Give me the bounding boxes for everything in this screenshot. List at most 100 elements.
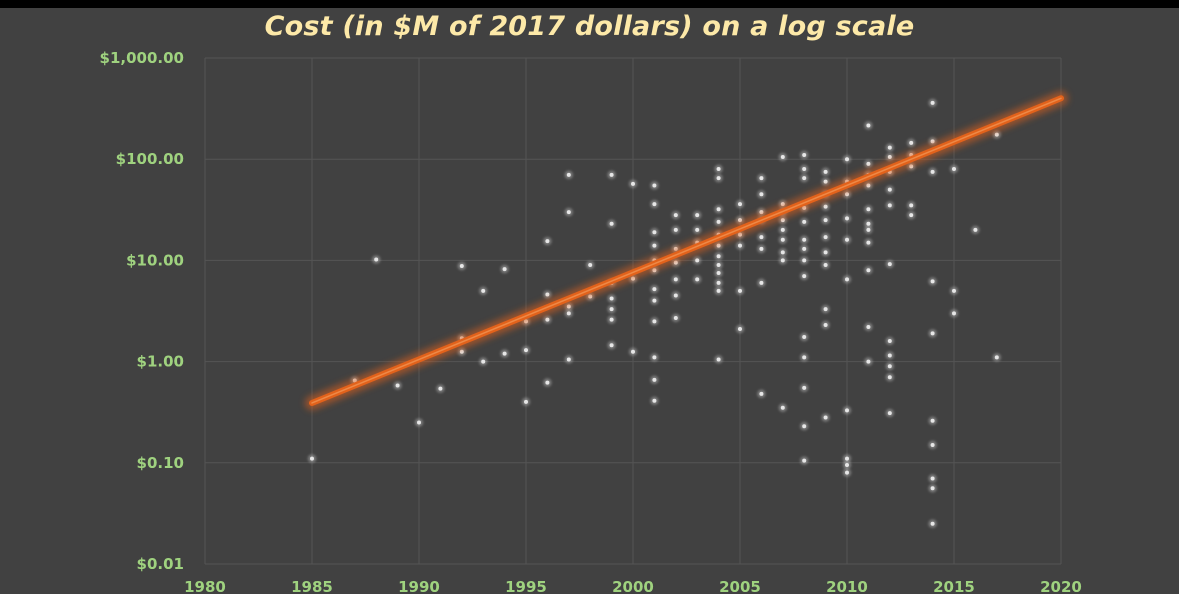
data-point [778,235,787,244]
data-point [607,341,616,350]
data-point [800,217,809,227]
data-point-dot [459,264,464,269]
data-point [885,362,894,371]
data-point [757,173,766,183]
data-point-dot [780,405,785,410]
data-point [800,173,809,183]
data-point-dot [823,307,828,312]
data-point [800,235,809,244]
data-point [414,418,424,427]
data-point [821,413,830,422]
data-point-dot [780,250,785,255]
data-point [714,268,723,278]
data-point-dot [695,213,700,218]
data-point [821,177,830,186]
data-point [650,396,659,405]
data-point-dot [887,155,892,160]
data-point-dot [866,268,871,273]
data-point-dot [866,221,871,226]
data-point [543,290,552,299]
data-point [821,248,830,257]
data-point [949,286,959,296]
data-point [800,383,809,393]
data-point-dot [802,355,807,360]
data-point-dot [887,187,892,192]
data-point-dot [417,420,421,425]
x-tick-label: 2010 [826,578,868,594]
data-point [864,357,873,366]
data-point-dot [823,204,828,209]
data-point-dot [652,183,657,188]
data-point [778,225,787,235]
data-point-dot [909,140,914,145]
chart-title: Cost (in $M of 2017 dollars) on a log sc… [264,11,915,42]
y-tick-label: $1,000.00 [100,49,184,67]
data-point-dot [887,411,892,416]
data-point [821,202,830,211]
scatter-plot: $1,000.00 $100.00 $10.00 $1.00 $0.10 $0.01 19… [100,49,1082,594]
data-point-dot [887,145,892,150]
data-point [885,373,894,382]
data-point-dot [759,235,764,240]
x-tick-label: 2005 [719,578,761,594]
data-point-dot [866,227,871,232]
data-point-dot [909,213,914,218]
data-point [928,98,937,108]
x-tick-label: 1995 [505,578,547,594]
data-point [693,210,702,220]
data-point [885,152,894,162]
data-point-dot [780,237,785,242]
data-point [671,313,680,323]
data-point-dot [652,230,657,235]
data-point [628,347,638,356]
data-point-dot [866,324,871,329]
data-point [842,468,852,477]
data-point-dot [802,153,807,158]
data-point-dot [374,257,379,262]
data-point [650,181,659,190]
data-point-dot [716,167,721,172]
chart-area: Cost (in $M of 2017 dollars) on a log sc… [0,8,1179,594]
data-point-dot [716,176,721,181]
data-point [757,389,766,399]
data-point [821,304,830,314]
data-point [521,397,531,407]
data-point-dot [716,288,721,293]
data-point [800,271,809,281]
data-point [907,210,916,220]
data-point-dot [673,293,678,298]
data-point [842,155,852,164]
data-point-dot [802,176,807,181]
data-point [971,225,980,235]
data-point [607,170,616,180]
data-point-dot [395,383,400,388]
data-point-dot [481,359,486,364]
data-point [479,286,488,296]
data-point [928,519,937,528]
data-point [885,336,894,346]
data-point [650,353,659,362]
data-point [607,294,616,303]
data-point [628,179,638,189]
data-point-dot [631,349,635,354]
data-point-dot [802,385,807,390]
data-point [778,248,787,257]
y-tick-label: $10.00 [126,251,184,269]
data-point-dot [887,262,892,267]
data-point-dot [459,349,464,354]
data-point [307,454,317,463]
data-point [821,215,830,225]
data-point [778,152,787,162]
data-point [564,309,573,318]
y-tick-label: $0.01 [137,555,184,573]
x-tick-labels: 1980 1985 1990 1995 2000 2005 2010 2015 2020 [184,578,1082,594]
data-point [671,275,680,284]
data-point [821,320,830,330]
data-point-dot [502,351,507,356]
data-point [800,150,809,160]
data-point-dot [952,167,956,172]
data-point-dot [652,398,657,403]
data-point-dot [502,267,507,272]
data-point-dot [823,322,828,327]
data-point [885,351,894,360]
